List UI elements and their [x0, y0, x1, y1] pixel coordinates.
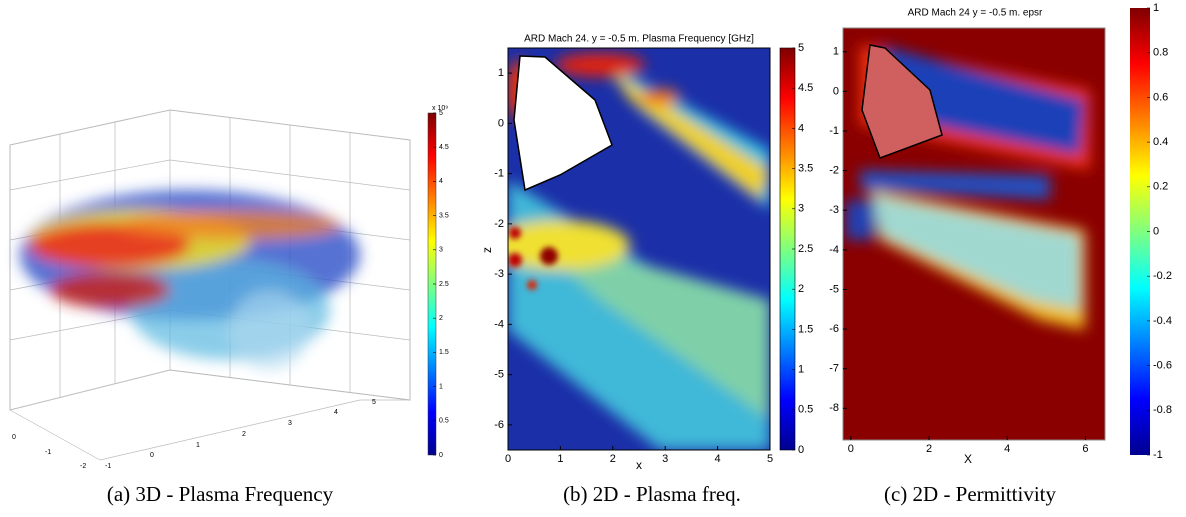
caption: (a) 3D - Plasma Frequency — [107, 482, 334, 506]
colorbar-tick-label: 3 — [439, 247, 443, 254]
plot-title: ARD Mach 24 y = -0.5 m. epsr — [908, 8, 1043, 19]
y-tick-label: -5 — [829, 283, 839, 295]
colorbar-exponent: x 10⁹ — [432, 105, 448, 112]
x-axis-label: X — [964, 452, 972, 466]
y-tick-label: -3 — [494, 268, 504, 280]
axis-tick-label: 0 — [12, 434, 16, 441]
3d-axis-texts: 0 -1 -2 -1 0 1 2 3 4 5 — [12, 399, 376, 470]
colorbar-tick-label: 0 — [798, 444, 804, 456]
colorbar-tick-label: 0.4 — [1153, 136, 1168, 148]
colorbar-tick-label: 5 — [439, 110, 443, 117]
x-tick-label: 6 — [1082, 443, 1088, 455]
colorbar-tick-label: 0 — [439, 452, 443, 459]
colorbar-tick-label: 1 — [439, 383, 443, 390]
x-tick-label: 0 — [848, 443, 854, 455]
colorbar-tick-label: 1.5 — [439, 349, 449, 356]
y-tick-label: -2 — [829, 165, 839, 177]
caption: (b) 2D - Plasma freq. — [563, 482, 741, 506]
axis-tick-label: -2 — [80, 463, 86, 470]
y-axis-label: z — [480, 247, 494, 253]
colorbar-tick-label: 4 — [798, 122, 804, 134]
colorbar-tick-label: -0.8 — [1153, 404, 1172, 416]
colorbar-tick-label: 0.8 — [1153, 47, 1168, 59]
colorbar-tick-label: 2 — [439, 315, 443, 322]
colorbar-tick-label: 1.5 — [798, 323, 813, 335]
colorbar-tick-label: 5 — [798, 42, 804, 54]
x-tick-label: 4 — [715, 453, 721, 465]
colorbar-tick-label: -0.6 — [1153, 360, 1172, 372]
axis-tick-label: 0 — [150, 452, 154, 459]
x-tick-label: 0 — [505, 453, 511, 465]
colorbar-tick-label: 0.5 — [798, 404, 813, 416]
colorbar-tick-label: 2.5 — [798, 243, 813, 255]
axis-tick-label: 3 — [288, 420, 292, 427]
y-tick-label: -4 — [829, 244, 839, 256]
y-tick-label: -8 — [829, 402, 839, 414]
colorbar-tick-label: 3.5 — [439, 212, 449, 219]
colorbar-tick-label: 4.5 — [439, 144, 449, 151]
x-axis-label: x — [636, 458, 642, 472]
colorbar-tick-label: 0.6 — [1153, 91, 1168, 103]
colorbar-tick-label: 3 — [798, 203, 804, 215]
colorbar-tick-label: 4.5 — [798, 82, 813, 94]
y-tick-label: -3 — [829, 204, 839, 216]
colorbar-tick-label: -0.2 — [1153, 270, 1172, 282]
y-tick-label: -1 — [829, 125, 839, 137]
x-tick-label: 3 — [662, 453, 668, 465]
x-tick-label: 4 — [1004, 443, 1010, 455]
colorbar-tick-label: 2 — [798, 283, 804, 295]
colorbar-tick-label: 0.2 — [1153, 181, 1168, 193]
plot-frame — [507, 47, 771, 451]
x-tick-label: 2 — [926, 443, 932, 455]
y-tick-label: -6 — [829, 323, 839, 335]
colorbar-tick-label: 1 — [798, 364, 804, 376]
colorbar-tick-label: 0.5 — [439, 418, 449, 425]
colorbar-tick-label: 4 — [439, 178, 443, 185]
x-tick-label: 1 — [557, 453, 563, 465]
axis-tick-label: 1 — [196, 442, 200, 449]
y-tick-label: -1 — [494, 168, 504, 180]
colorbar — [1130, 8, 1150, 455]
caption: (c) 2D - Permittivity — [884, 482, 1057, 506]
colorbar-tick-label: 0 — [1153, 225, 1159, 237]
x-tick-label: 2 — [610, 453, 616, 465]
y-tick-label: 0 — [498, 117, 504, 129]
y-tick-label: -6 — [494, 419, 504, 431]
y-tick-label: 0 — [833, 85, 839, 97]
axis-tick-label: -1 — [45, 449, 51, 456]
axis-tick-label: -1 — [105, 463, 111, 470]
y-tick-label: -5 — [494, 369, 504, 381]
axis-tick-label: 4 — [334, 409, 338, 416]
y-tick-label: 1 — [833, 46, 839, 58]
colorbar-tick-label: -0.4 — [1153, 315, 1172, 327]
y-tick-label: -7 — [829, 363, 839, 375]
colorbar-tick-label: 3.5 — [798, 163, 813, 175]
axis-tick-label: 2 — [242, 431, 246, 438]
y-tick-label: -4 — [494, 318, 504, 330]
colorbar-tick-label: -1 — [1153, 449, 1163, 461]
3d-scatter-cloud — [20, 190, 360, 370]
colorbar-tick-label: 1 — [1153, 2, 1159, 14]
heatmap — [843, 28, 1105, 440]
y-tick-label: 1 — [498, 67, 504, 79]
heatmap — [508, 48, 770, 450]
x-tick-label: 5 — [767, 453, 773, 465]
plot-title: ARD Mach 24. y = -0.5 m. Plasma Frequenc… — [524, 34, 754, 45]
plot-frame — [842, 27, 1106, 441]
y-tick-label: -2 — [494, 218, 504, 230]
axis-tick-label: 5 — [372, 399, 376, 406]
colorbar-tick-label: 2.5 — [439, 281, 449, 288]
